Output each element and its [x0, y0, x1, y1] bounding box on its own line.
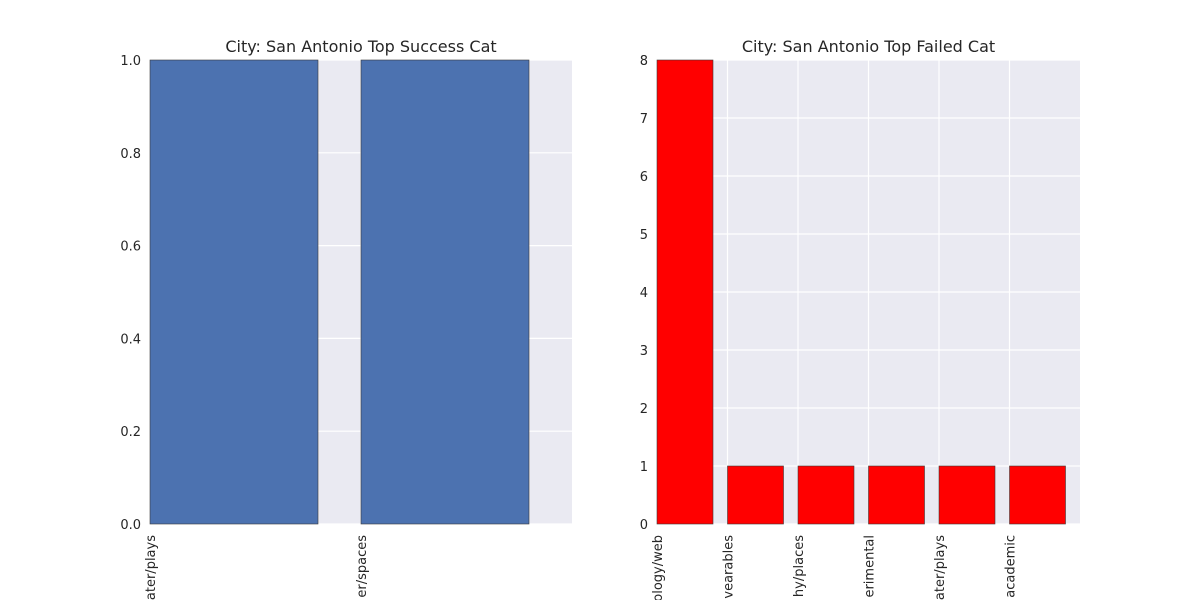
failed-bar: [1009, 465, 1066, 525]
failed-chart-title: City: San Antonio Top Failed Cat: [742, 37, 995, 56]
success-y-tick-label: 0.2: [120, 425, 141, 440]
failed-y-tick-label: 1: [640, 460, 648, 475]
success-bar: [360, 59, 530, 525]
failed-bars: [656, 59, 1066, 525]
failed-x-ticks: ology/web vearables hy/places erimental ater…: [651, 535, 1019, 600]
success-chart-title: City: San Antonio Top Success Cat: [225, 37, 496, 56]
success-bars: [149, 59, 530, 525]
failed-y-tick-label: 3: [640, 344, 648, 359]
failed-y-tick-label: 4: [640, 286, 648, 301]
success-x-tick-label: er/spaces: [355, 535, 370, 598]
success-y-tick-label: 0.6: [120, 240, 141, 255]
success-y-tick-label: 0.4: [120, 332, 141, 347]
failed-y-tick-label: 7: [640, 112, 648, 127]
failed-x-tick-label: vearables: [722, 535, 737, 599]
failed-bar: [727, 465, 784, 525]
failed-y-tick-label: 5: [640, 228, 648, 243]
failed-bar: [656, 59, 714, 525]
failed-x-tick-label: ater/plays: [933, 535, 948, 600]
failed-x-tick-label: hy/places: [792, 535, 807, 597]
failed-y-tick-label: 2: [640, 402, 648, 417]
failed-chart: 0 1 2 3 4 5 6 7 8 ology/web vearables hy/places eri…: [640, 37, 1080, 600]
failed-bar: [938, 465, 996, 525]
failed-bar: [797, 465, 855, 525]
failed-y-tick-label: 8: [640, 54, 648, 69]
success-chart: 0.0 0.2 0.4 0.6 0.8 1.0 ater/plays er/spaces C…: [120, 37, 572, 600]
success-y-tick-label: 0.0: [120, 518, 141, 533]
success-y-tick-label: 1.0: [120, 54, 141, 69]
failed-x-tick-label: ology/web: [651, 535, 666, 600]
failed-bar: [868, 465, 925, 525]
failed-y-ticks: 0 1 2 3 4 5 6 7 8: [640, 54, 648, 533]
success-y-tick-label: 0.8: [120, 147, 141, 162]
success-y-ticks: 0.0 0.2 0.4 0.6 0.8 1.0: [120, 54, 141, 533]
failed-y-tick-label: 0: [640, 518, 648, 533]
success-x-tick-label: ater/plays: [144, 535, 159, 600]
success-bar: [149, 59, 319, 525]
failed-x-tick-label: academic: [1004, 535, 1019, 598]
failed-y-tick-label: 6: [640, 170, 648, 185]
success-x-ticks: ater/plays er/spaces: [144, 535, 370, 600]
failed-x-tick-label: erimental: [863, 535, 878, 598]
